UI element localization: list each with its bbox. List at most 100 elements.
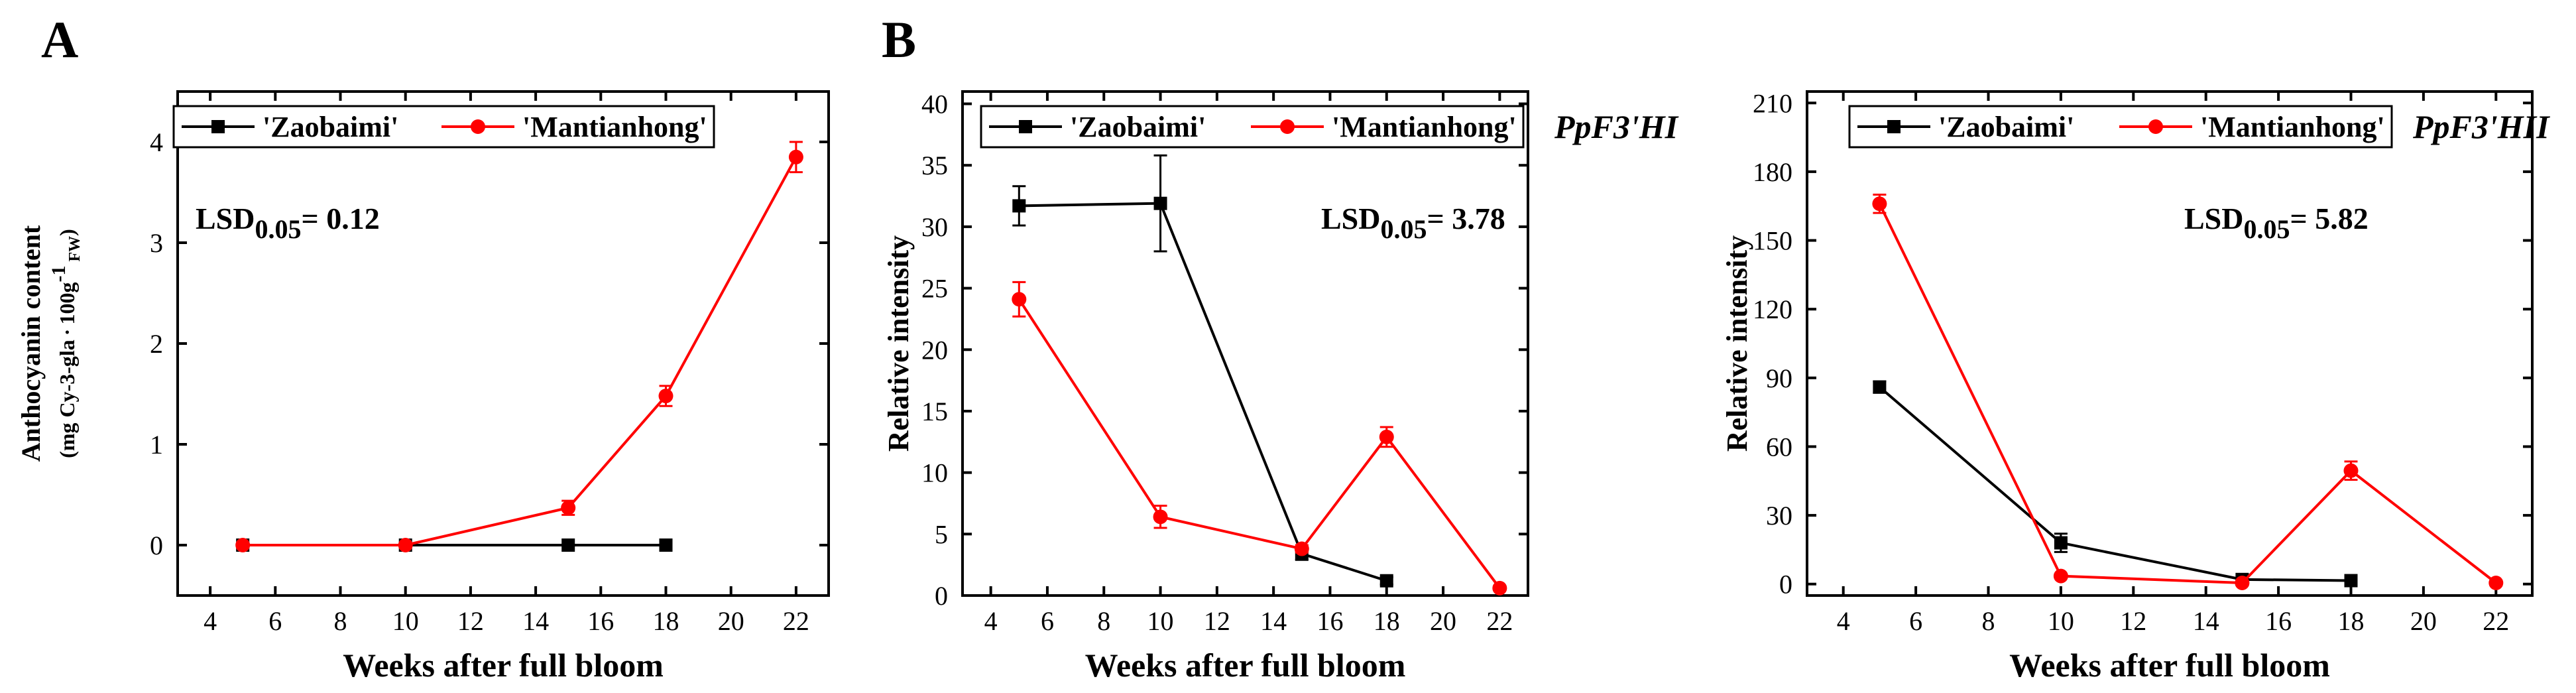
y-tick-label: 60: [1766, 432, 1792, 462]
lsd-text: LSD: [2184, 202, 2243, 235]
lsd-value: = 3.78: [1427, 202, 1505, 235]
data-point-zaobaimi: [1873, 380, 1887, 394]
data-point-zaobaimi: [561, 538, 575, 552]
y-axis-title: Relative intensity: [1721, 235, 1753, 452]
x-tick-label: 4: [204, 606, 217, 636]
lsd-text: LSD: [196, 202, 255, 235]
data-point-mantianhong: [788, 149, 803, 164]
data-point-zaobaimi: [2054, 536, 2068, 550]
legend-label: 'Zaobaimi': [263, 111, 398, 143]
lsd-subscript: 0.05: [1380, 214, 1427, 244]
y-tick-label: 1: [150, 430, 163, 460]
y-tick-label: 2: [150, 329, 163, 359]
y-tick-label: 4: [150, 127, 163, 157]
x-tick-label: 6: [1041, 606, 1054, 636]
series-line-zaobaimi: [1879, 386, 2351, 582]
y-unit-sub: FW: [66, 236, 84, 262]
x-tick-label: 8: [1097, 606, 1110, 636]
data-point-mantianhong: [2488, 576, 2504, 590]
y-tick-label: 30: [1766, 501, 1792, 531]
y-tick-label: 210: [1753, 88, 1792, 118]
x-axis-title: Weeks after full bloom: [343, 647, 664, 684]
x-tick-label: 14: [2193, 606, 2219, 636]
x-tick-label: 8: [334, 606, 347, 636]
data-point-zaobaimi: [1012, 199, 1026, 213]
data-point-zaobaimi: [1379, 574, 1393, 588]
plot-frame: [961, 90, 1529, 597]
x-tick-label: 12: [2120, 606, 2146, 636]
y-unit-dot: ·: [55, 329, 79, 336]
y-tick-label: 25: [921, 274, 948, 304]
y-unit-mid: 100g: [55, 283, 79, 325]
data-point-mantianhong: [2235, 576, 2250, 590]
x-tick-label: 4: [984, 606, 998, 636]
x-tick-label: 10: [2048, 606, 2074, 636]
plot-frame: [176, 90, 830, 597]
x-tick-label: 20: [1430, 606, 1456, 636]
y-tick-label: 120: [1753, 294, 1792, 324]
y-tick-label: 40: [921, 90, 948, 119]
x-tick-label: 22: [783, 606, 809, 636]
data-point-mantianhong: [1872, 196, 1887, 212]
y-tick-label: 35: [921, 151, 948, 180]
series-line-mantianhong: [1018, 298, 1501, 590]
legend-marker-circle: [471, 119, 485, 134]
data-point-zaobaimi: [2344, 574, 2358, 588]
x-tick-label: 16: [2265, 606, 2292, 636]
legend-marker-circle: [1280, 119, 1295, 134]
x-tick-label: 12: [1204, 606, 1230, 636]
lsd-annotation: LSD0.05= 3.78: [1321, 202, 1505, 244]
y-tick-label: 10: [921, 458, 948, 488]
x-tick-label: 20: [718, 606, 744, 636]
panel-label-b: B: [882, 11, 916, 68]
y-unit-sup: -1: [48, 266, 70, 283]
legend-marker-circle: [2148, 119, 2163, 134]
legend-label: 'Mantianhong': [1332, 111, 1517, 143]
y-tick-label: 90: [1766, 363, 1792, 393]
x-tick-label: 18: [1374, 606, 1400, 636]
legend-label: 'Zaobaimi': [1070, 111, 1206, 143]
x-tick-label: 10: [1147, 606, 1174, 636]
x-tick-label: 16: [1317, 606, 1343, 636]
y-tick-label: 5: [935, 519, 948, 549]
series-line-zaobaimi: [1019, 202, 1387, 582]
x-tick-label: 8: [1982, 606, 1995, 636]
data-point-mantianhong: [561, 500, 576, 515]
x-tick-label: 10: [392, 606, 419, 636]
data-point-mantianhong: [1012, 292, 1027, 307]
y-tick-label: 0: [935, 581, 948, 611]
y-axis-title: Anthocyanin content: [16, 225, 46, 462]
chart-ppf3hii: 4 6 8 10 12 14 16 18 20 22 0 30 60 90 120 150 180 210 Week…: [1721, 88, 2550, 684]
y-unit-prefix: (mg Cy-3-gla: [55, 340, 79, 458]
x-axis-title: Weeks after full bloom: [2009, 647, 2330, 684]
legend-label: 'Mantianhong': [522, 111, 707, 143]
y-unit-close: ): [55, 229, 79, 236]
chart-ppf3hi: 4 6 8 10 12 14 16 18 20 22 0 5 10 15 20 25 30 35 40 Weeks a…: [882, 90, 1679, 684]
y-tick-label: 180: [1753, 157, 1792, 187]
gene-label: PpF3'HII: [2412, 108, 2550, 145]
y-tick-label: 30: [921, 212, 948, 242]
x-tick-label: 22: [2483, 606, 2509, 636]
data-point-mantianhong: [1379, 429, 1394, 444]
lsd-value: = 0.12: [301, 202, 379, 235]
series-line-mantianhong: [1878, 203, 2497, 585]
data-point-mantianhong: [398, 538, 413, 552]
y-axis-title: Relative intensity: [882, 235, 915, 452]
data-point-mantianhong: [658, 389, 673, 404]
data-point-mantianhong: [2053, 568, 2068, 584]
gene-label: PpF3'HI: [1554, 108, 1679, 145]
y-tick-label: 3: [150, 228, 163, 258]
lsd-annotation: LSD0.05= 0.12: [196, 202, 380, 244]
x-tick-label: 6: [268, 606, 282, 636]
legend-marker-square: [211, 120, 225, 133]
data-point-zaobaimi: [1153, 196, 1167, 210]
y-tick-label: 0: [1779, 570, 1792, 599]
x-tick-label: 18: [2338, 606, 2365, 636]
y-tick-label: 15: [921, 397, 948, 426]
x-axis-title: Weeks after full bloom: [1085, 647, 1406, 684]
x-tick-label: 4: [1837, 606, 1850, 636]
lsd-subscript: 0.05: [255, 214, 301, 244]
lsd-value: = 5.82: [2290, 202, 2368, 235]
y-tick-label: 0: [150, 531, 163, 560]
